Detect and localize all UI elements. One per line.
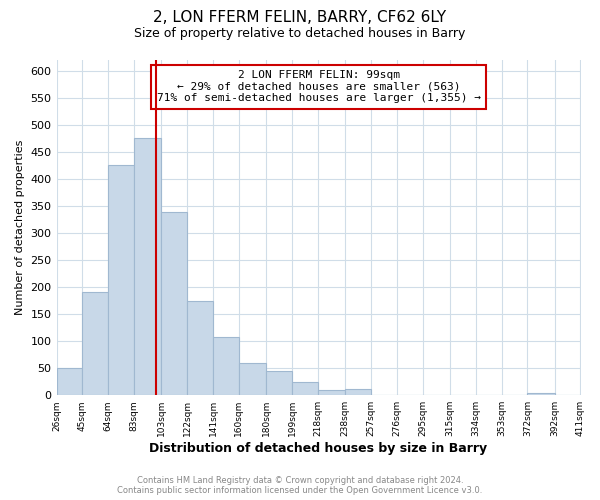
Bar [161,212,187,395]
Bar [527,392,554,395]
Text: 2, LON FFERM FELIN, BARRY, CF62 6LY: 2, LON FFERM FELIN, BARRY, CF62 6LY [154,10,446,25]
Y-axis label: Number of detached properties: Number of detached properties [15,140,25,316]
Bar [134,138,161,395]
Text: Contains HM Land Registry data © Crown copyright and database right 2024.
Contai: Contains HM Land Registry data © Crown c… [118,476,482,495]
Bar [108,166,134,395]
X-axis label: Distribution of detached houses by size in Barry: Distribution of detached houses by size … [149,442,488,455]
Bar [292,382,318,395]
Bar [56,368,82,395]
Bar [213,337,239,395]
Bar [187,300,213,395]
Text: 2 LON FFERM FELIN: 99sqm
← 29% of detached houses are smaller (563)
71% of semi-: 2 LON FFERM FELIN: 99sqm ← 29% of detach… [157,70,481,103]
Bar [345,388,371,395]
Bar [239,363,266,395]
Bar [82,292,108,395]
Bar [266,372,292,395]
Bar [318,390,345,395]
Text: Size of property relative to detached houses in Barry: Size of property relative to detached ho… [134,28,466,40]
